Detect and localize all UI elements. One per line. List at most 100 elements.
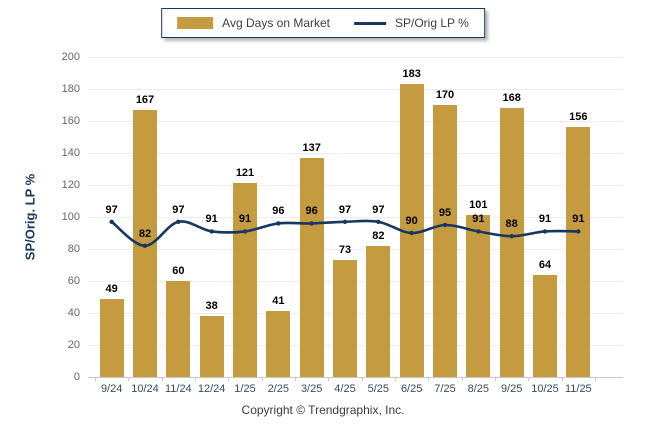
bar — [199, 316, 224, 377]
line-marker-icon — [176, 219, 181, 224]
x-axis-line — [88, 377, 623, 378]
x-axis-tick — [128, 377, 130, 381]
bar — [299, 157, 324, 377]
gridline — [88, 153, 623, 154]
bar-value-label: 38 — [205, 300, 218, 313]
bar-value-label: 183 — [402, 68, 421, 81]
x-axis-tick-label: 9/24 — [100, 383, 123, 395]
bar-value-label: 170 — [435, 89, 455, 101]
gridline — [88, 57, 623, 58]
bar-value-label: 60 — [172, 265, 185, 277]
bar — [366, 245, 391, 377]
gridline — [88, 121, 623, 122]
line-value-label: 91 — [538, 213, 552, 226]
bar-value-label: 121 — [235, 167, 255, 180]
x-axis-tick-label: 11/25 — [564, 383, 592, 395]
y-axis-tick-label: 120 — [61, 179, 80, 191]
bar-value-label: 156 — [569, 111, 588, 124]
bar — [399, 84, 424, 377]
legend-line-swatch-icon — [354, 21, 387, 25]
x-axis-tick — [161, 377, 163, 381]
x-axis-tick — [561, 377, 563, 381]
x-axis-tick — [261, 377, 263, 381]
bar-value-label: 73 — [338, 244, 352, 257]
y-axis-tick-label: 60 — [67, 275, 80, 287]
line-value-label: 96 — [272, 205, 285, 218]
bar — [166, 281, 191, 377]
line-value-label: 88 — [505, 218, 518, 231]
y-axis-tick-label: 180 — [61, 83, 80, 95]
gridline — [88, 217, 623, 218]
gridline — [88, 249, 623, 250]
x-axis-tick-label: 9/25 — [500, 383, 523, 395]
bar-value-label: 49 — [105, 282, 118, 295]
y-axis-tick-label: 20 — [67, 339, 80, 351]
x-axis-tick-label: 2/25 — [267, 383, 290, 395]
x-axis-tick — [328, 377, 330, 381]
bar-value-label: 168 — [502, 92, 521, 105]
y-axis-tick-label: 160 — [61, 115, 80, 127]
line-marker-icon — [342, 219, 348, 224]
legend-bar-swatch-icon — [177, 17, 214, 29]
bar — [466, 215, 491, 377]
line-value-label: 96 — [305, 205, 318, 218]
x-axis-tick-label: 6/25 — [400, 383, 423, 395]
line-value-label: 91 — [572, 213, 585, 226]
x-axis-tick-label: 3/25 — [300, 383, 323, 395]
y-axis-tick-label: 200 — [61, 51, 80, 63]
line-marker-icon — [209, 229, 214, 234]
x-axis-tick-label: 1/25 — [234, 383, 256, 395]
x-axis-tick — [95, 377, 96, 381]
gridline — [88, 185, 623, 186]
x-axis-tick — [495, 377, 496, 381]
x-axis-tick — [395, 377, 396, 381]
bar — [333, 260, 357, 377]
bar-value-label: 64 — [538, 258, 552, 271]
x-axis-tick — [295, 377, 296, 381]
bar-value-label: 137 — [302, 141, 321, 154]
x-axis-tick-label: 11/24 — [164, 383, 192, 395]
x-axis-tick-label: 4/25 — [334, 383, 356, 395]
bar — [266, 311, 291, 377]
gridline — [88, 89, 623, 90]
line-value-label: 97 — [172, 203, 185, 216]
x-axis-tick-label: 12/24 — [197, 383, 226, 395]
bar-value-label: 167 — [135, 93, 155, 106]
line-value-label: 82 — [138, 227, 152, 240]
y-axis-tick-label: 100 — [61, 211, 80, 223]
y-axis-tick-label: 0 — [73, 371, 80, 383]
bar-value-label: 101 — [469, 199, 488, 212]
bar — [533, 274, 557, 377]
line-marker-icon — [376, 219, 381, 224]
line-value-label: 91 — [205, 213, 218, 226]
bar — [433, 105, 457, 377]
x-axis-tick-label: 10/25 — [531, 383, 559, 395]
line-value-label: 97 — [372, 203, 385, 216]
bar — [99, 298, 124, 377]
line-value-label: 91 — [238, 213, 252, 226]
line-value-label: 91 — [472, 213, 485, 226]
copyright-text: Copyright © Trendgraphix, Inc. — [241, 403, 405, 417]
bar-value-label: 82 — [372, 229, 385, 242]
line-value-label: 95 — [438, 207, 452, 219]
bar — [233, 183, 257, 377]
x-axis-tick — [361, 377, 363, 381]
legend-bar-label: Avg Days on Market — [222, 16, 331, 30]
line-value-label: 90 — [405, 215, 418, 227]
line-value-label: 97 — [338, 203, 352, 216]
bar — [133, 109, 157, 377]
y-axis-tick-label: 40 — [67, 307, 80, 319]
x-axis-tick-label: 7/25 — [434, 383, 456, 395]
line-value-label: 97 — [105, 203, 118, 216]
x-axis-tick — [461, 377, 463, 381]
y-axis-title: SP/Orig. LP % — [22, 173, 38, 261]
x-axis-tick — [528, 377, 530, 381]
x-axis-tick — [228, 377, 230, 381]
bar — [566, 127, 591, 377]
x-axis-tick — [595, 377, 596, 381]
x-axis-tick-label: 10/24 — [131, 383, 159, 395]
y-axis-tick-label: 140 — [61, 147, 80, 159]
x-axis-tick — [428, 377, 430, 381]
x-axis-tick-label: 5/25 — [367, 383, 390, 395]
